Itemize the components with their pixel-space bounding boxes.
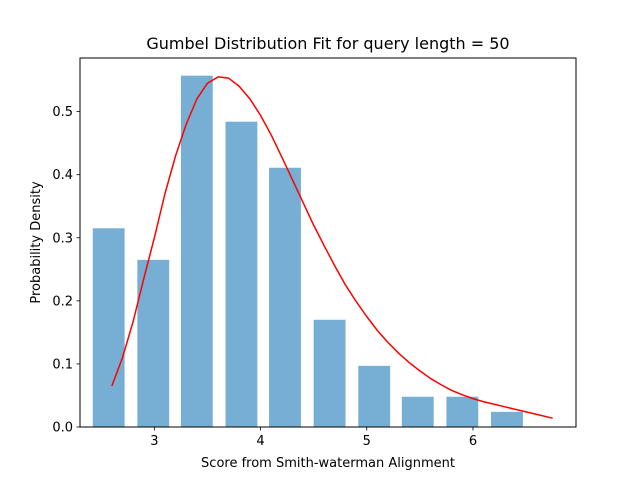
histogram-bar (446, 396, 479, 427)
bar-series (92, 75, 523, 428)
y-tick-label: 0.5 (52, 105, 73, 120)
x-axis: 3 4 5 6 (150, 427, 477, 449)
x-tick-label: 4 (256, 434, 264, 449)
x-axis-label: Score from Smith-waterman Alignment (201, 456, 455, 471)
y-tick-label: 0.4 (52, 168, 73, 183)
histogram-bar (491, 411, 523, 427)
histogram-bar (180, 75, 213, 428)
histogram-bar (358, 365, 391, 427)
gumbel-fit-line (111, 76, 553, 419)
x-tick-label: 5 (363, 434, 371, 449)
x-tick-label: 6 (469, 434, 477, 449)
histogram-bar (92, 228, 125, 427)
fit-curve-series (111, 76, 553, 419)
y-tick-label: 0.2 (52, 294, 73, 309)
histogram-bar (269, 167, 301, 427)
histogram-bar (313, 319, 346, 427)
y-tick-label: 0.0 (52, 421, 73, 436)
plot-frame (79, 57, 577, 428)
histogram-bar (225, 121, 258, 427)
y-tick-label: 0.3 (52, 231, 73, 246)
histogram-bar (401, 396, 434, 427)
y-tick-label: 0.1 (52, 357, 73, 372)
histogram-bar (137, 259, 170, 427)
y-axis-label: Probability Density (29, 181, 44, 304)
chart-title: Gumbel Distribution Fit for query length… (146, 34, 509, 53)
x-tick-label: 3 (150, 434, 158, 449)
y-axis: 0.0 0.1 0.2 0.3 0.4 0.5 (52, 105, 80, 436)
